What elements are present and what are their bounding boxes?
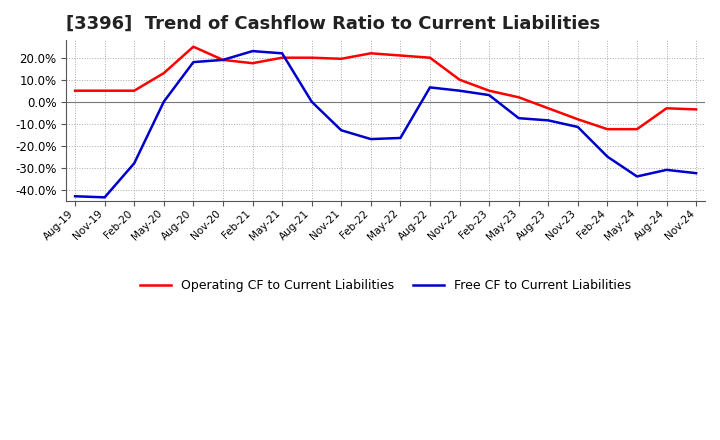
Operating CF to Current Liabilities <box>100 88 109 93</box>
Operating CF to Current Liabilities <box>337 56 346 62</box>
Free CF to Current Liabilities <box>278 51 287 56</box>
Free CF to Current Liabilities <box>455 88 464 93</box>
Free CF to Current Liabilities <box>544 118 552 123</box>
Operating CF to Current Liabilities <box>278 55 287 60</box>
Free CF to Current Liabilities <box>366 136 375 142</box>
Operating CF to Current Liabilities <box>426 55 434 60</box>
Free CF to Current Liabilities <box>662 167 671 172</box>
Operating CF to Current Liabilities <box>130 88 138 93</box>
Line: Free CF to Current Liabilities: Free CF to Current Liabilities <box>75 51 696 198</box>
Free CF to Current Liabilities <box>426 85 434 90</box>
Free CF to Current Liabilities <box>396 136 405 141</box>
Operating CF to Current Liabilities <box>396 53 405 58</box>
Operating CF to Current Liabilities <box>189 44 198 49</box>
Operating CF to Current Liabilities <box>544 106 552 111</box>
Operating CF to Current Liabilities <box>219 57 228 62</box>
Free CF to Current Liabilities <box>71 194 79 199</box>
Operating CF to Current Liabilities <box>662 106 671 111</box>
Free CF to Current Liabilities <box>248 48 257 54</box>
Free CF to Current Liabilities <box>130 161 138 166</box>
Free CF to Current Liabilities <box>514 116 523 121</box>
Free CF to Current Liabilities <box>485 92 493 98</box>
Free CF to Current Liabilities <box>603 154 612 159</box>
Free CF to Current Liabilities <box>189 59 198 65</box>
Operating CF to Current Liabilities <box>692 107 701 112</box>
Line: Operating CF to Current Liabilities: Operating CF to Current Liabilities <box>75 47 696 129</box>
Operating CF to Current Liabilities <box>603 127 612 132</box>
Operating CF to Current Liabilities <box>514 95 523 100</box>
Legend: Operating CF to Current Liabilities, Free CF to Current Liabilities: Operating CF to Current Liabilities, Fre… <box>135 274 636 297</box>
Text: [3396]  Trend of Cashflow Ratio to Current Liabilities: [3396] Trend of Cashflow Ratio to Curren… <box>66 15 600 33</box>
Operating CF to Current Liabilities <box>485 88 493 93</box>
Free CF to Current Liabilities <box>160 99 168 104</box>
Free CF to Current Liabilities <box>219 57 228 62</box>
Operating CF to Current Liabilities <box>633 127 642 132</box>
Free CF to Current Liabilities <box>633 174 642 179</box>
Operating CF to Current Liabilities <box>307 55 316 60</box>
Free CF to Current Liabilities <box>337 128 346 133</box>
Free CF to Current Liabilities <box>307 99 316 104</box>
Operating CF to Current Liabilities <box>71 88 79 93</box>
Free CF to Current Liabilities <box>692 171 701 176</box>
Operating CF to Current Liabilities <box>160 70 168 76</box>
Free CF to Current Liabilities <box>574 125 582 130</box>
Operating CF to Current Liabilities <box>366 51 375 56</box>
Operating CF to Current Liabilities <box>248 61 257 66</box>
Operating CF to Current Liabilities <box>574 117 582 122</box>
Operating CF to Current Liabilities <box>455 77 464 82</box>
Free CF to Current Liabilities <box>100 195 109 200</box>
